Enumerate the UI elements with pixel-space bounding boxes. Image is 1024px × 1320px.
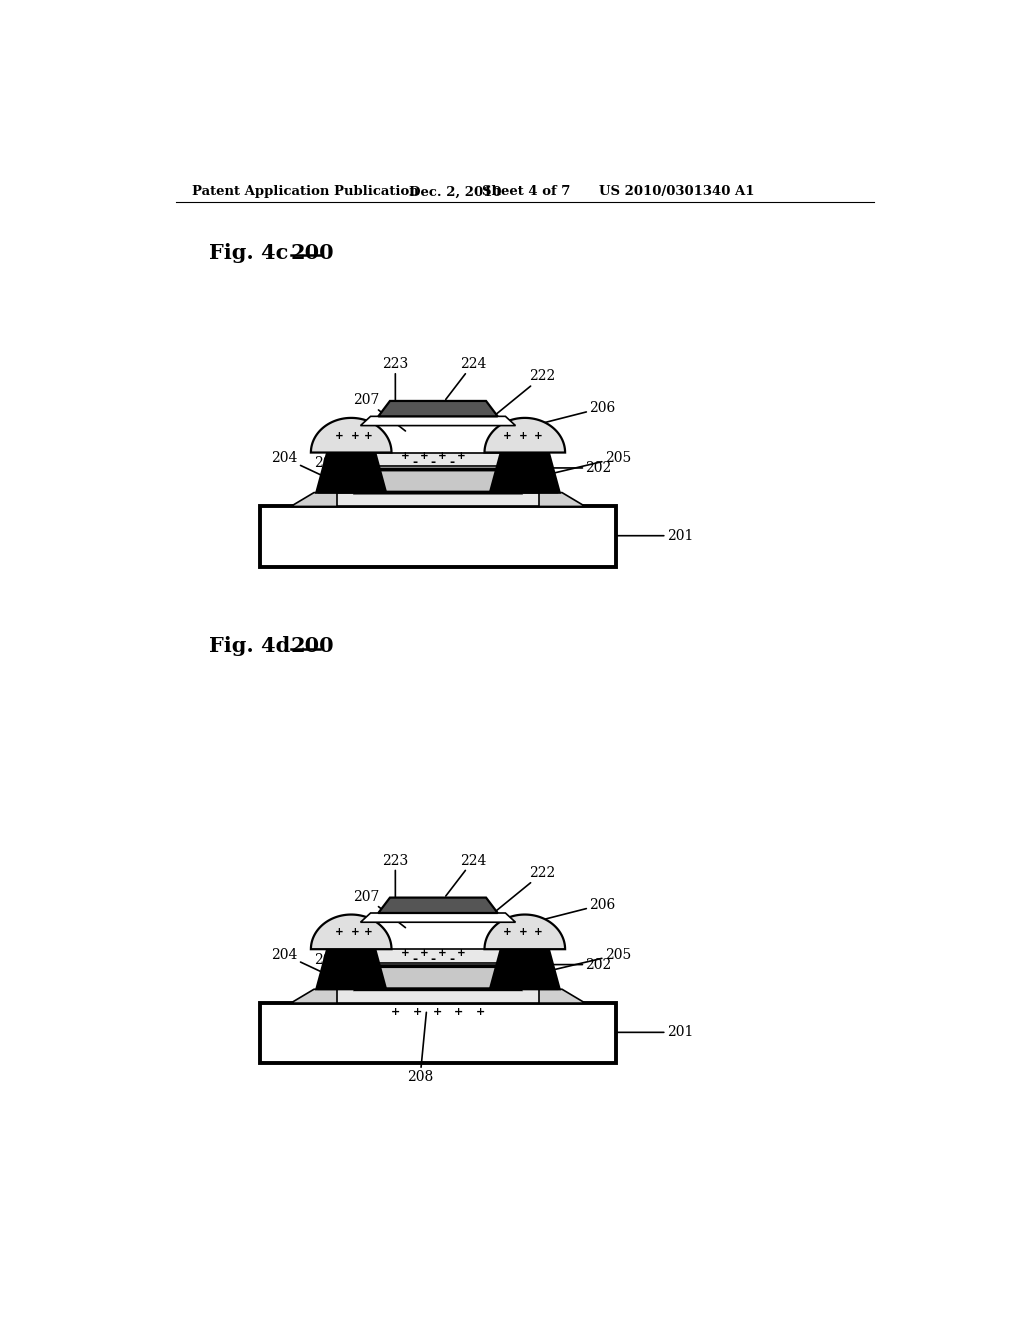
- Text: 222: 222: [490, 866, 556, 915]
- Polygon shape: [260, 1003, 616, 1063]
- Polygon shape: [356, 966, 519, 989]
- Polygon shape: [378, 898, 498, 913]
- Text: Patent Application Publication: Patent Application Publication: [193, 185, 419, 198]
- Text: +: +: [401, 451, 410, 462]
- Text: +: +: [350, 927, 359, 937]
- Polygon shape: [311, 418, 391, 453]
- Text: +: +: [413, 1007, 422, 1018]
- Polygon shape: [316, 949, 386, 989]
- Polygon shape: [291, 989, 586, 1003]
- Text: +: +: [519, 430, 527, 441]
- Text: +: +: [504, 430, 512, 441]
- Polygon shape: [260, 507, 616, 566]
- Text: +: +: [534, 927, 543, 937]
- Polygon shape: [356, 470, 519, 492]
- Text: 203: 203: [314, 953, 380, 978]
- Polygon shape: [489, 453, 560, 492]
- Polygon shape: [484, 915, 565, 949]
- Text: 224: 224: [445, 854, 486, 896]
- Text: -: -: [450, 953, 455, 966]
- Text: +: +: [476, 1007, 485, 1018]
- Text: +: +: [433, 1007, 442, 1018]
- Text: 223: 223: [382, 356, 409, 414]
- Text: 206: 206: [512, 401, 615, 430]
- Polygon shape: [317, 480, 558, 492]
- Text: Fig. 4c: Fig. 4c: [209, 243, 289, 263]
- Text: -: -: [450, 455, 455, 469]
- Text: -: -: [413, 455, 418, 469]
- Text: Sheet 4 of 7: Sheet 4 of 7: [482, 185, 570, 198]
- Text: -: -: [431, 455, 436, 469]
- Text: +: +: [504, 927, 512, 937]
- Text: 201: 201: [616, 1026, 693, 1039]
- Text: 202: 202: [500, 957, 611, 972]
- Text: +: +: [438, 948, 447, 958]
- Text: +: +: [350, 430, 359, 441]
- Polygon shape: [375, 453, 501, 466]
- Text: US 2010/0301340 A1: US 2010/0301340 A1: [599, 185, 755, 198]
- Polygon shape: [360, 913, 515, 923]
- Text: +: +: [438, 451, 447, 462]
- Polygon shape: [291, 492, 586, 507]
- Text: 200: 200: [291, 243, 335, 263]
- Text: +: +: [420, 451, 428, 462]
- Text: +: +: [534, 430, 543, 441]
- Text: +: +: [420, 948, 428, 958]
- Text: -: -: [431, 953, 436, 966]
- Text: 201: 201: [616, 529, 693, 543]
- Polygon shape: [337, 492, 539, 507]
- Text: 202: 202: [500, 461, 611, 475]
- Text: 204: 204: [271, 451, 326, 478]
- Text: 205: 205: [553, 451, 631, 474]
- Text: 224: 224: [445, 356, 486, 400]
- Polygon shape: [489, 949, 560, 989]
- Text: 200: 200: [291, 636, 335, 656]
- Polygon shape: [378, 401, 498, 416]
- Text: -: -: [413, 953, 418, 966]
- Text: +: +: [335, 927, 344, 937]
- Text: 223: 223: [382, 854, 409, 911]
- Text: 204: 204: [271, 948, 326, 974]
- Text: 206: 206: [512, 898, 615, 928]
- Text: +: +: [401, 948, 410, 958]
- Polygon shape: [484, 418, 565, 453]
- Polygon shape: [317, 977, 558, 989]
- Text: Fig. 4d: Fig. 4d: [209, 636, 291, 656]
- Text: +: +: [364, 927, 373, 937]
- Text: 207: 207: [352, 890, 406, 928]
- Text: 205: 205: [553, 948, 631, 970]
- Text: +: +: [457, 451, 466, 462]
- Text: 203: 203: [314, 457, 380, 480]
- Text: Dec. 2, 2010: Dec. 2, 2010: [409, 185, 501, 198]
- Polygon shape: [360, 416, 515, 425]
- Text: +: +: [457, 948, 466, 958]
- Text: 222: 222: [490, 370, 556, 418]
- Text: +: +: [364, 430, 373, 441]
- Text: +: +: [455, 1007, 464, 1018]
- Text: +: +: [335, 430, 344, 441]
- Text: 208: 208: [407, 1012, 433, 1084]
- Text: +: +: [391, 1007, 400, 1018]
- Polygon shape: [375, 949, 501, 964]
- Text: +: +: [519, 927, 527, 937]
- Polygon shape: [337, 989, 539, 1003]
- Text: 207: 207: [352, 393, 406, 430]
- Polygon shape: [311, 915, 391, 949]
- Polygon shape: [316, 453, 386, 492]
